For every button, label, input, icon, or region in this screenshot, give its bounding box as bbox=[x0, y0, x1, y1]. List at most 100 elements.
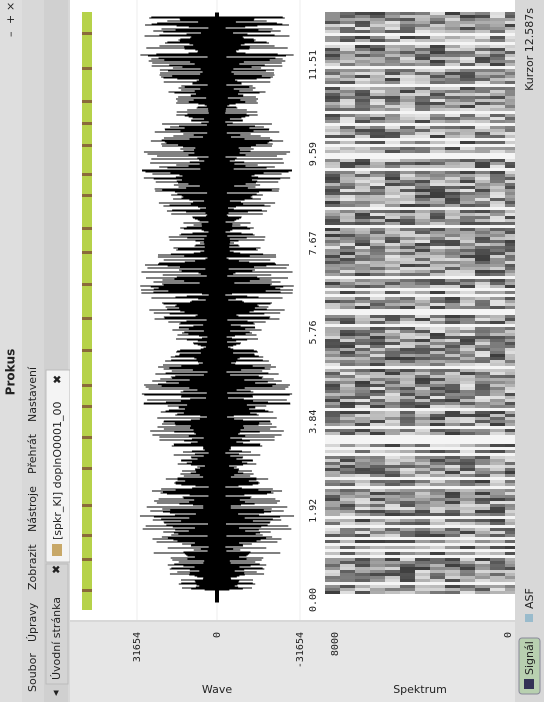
spectrogram-cell bbox=[355, 321, 370, 324]
menu-item[interactable]: Soubor bbox=[26, 653, 39, 692]
spectrogram-cell bbox=[475, 186, 490, 189]
close[interactable]: × bbox=[4, 2, 17, 11]
spectrogram-cell bbox=[325, 210, 340, 213]
spectrogram-cell bbox=[355, 228, 370, 231]
strip-marker bbox=[82, 405, 92, 408]
spectrogram-cell bbox=[355, 414, 370, 417]
spectrogram-cell bbox=[340, 585, 355, 588]
spectrogram-cell bbox=[400, 534, 415, 537]
tab[interactable] bbox=[45, 563, 69, 685]
spectrogram-cell bbox=[490, 168, 505, 171]
spectrogram-cell bbox=[490, 426, 505, 429]
spectrogram-cell bbox=[400, 183, 415, 186]
spectrogram-cell bbox=[415, 549, 430, 552]
spectrogram-cell bbox=[460, 378, 475, 381]
spectrogram-cell bbox=[445, 261, 460, 264]
tab-close[interactable]: ✖ bbox=[51, 375, 64, 384]
spectrogram-cell bbox=[475, 570, 490, 573]
spectrogram-cell bbox=[325, 57, 340, 60]
spectrogram-cell bbox=[355, 279, 370, 282]
spectrogram-cell bbox=[430, 171, 445, 174]
spectrogram-cell bbox=[325, 279, 340, 282]
spectrogram-cell bbox=[340, 588, 355, 591]
menu-item[interactable]: Přehrát bbox=[26, 433, 39, 474]
tab-label[interactable]: Úvodní stránka bbox=[50, 597, 63, 680]
spectrogram-cell bbox=[325, 435, 340, 438]
spectrogram-cell bbox=[340, 237, 355, 240]
menu-item[interactable]: Zobrazit bbox=[26, 544, 39, 590]
spectrogram-cell bbox=[460, 303, 475, 306]
spectrogram-cell bbox=[340, 111, 355, 114]
spectrogram-cell bbox=[415, 186, 430, 189]
spectrogram-cell bbox=[400, 348, 415, 351]
spectrogram-cell bbox=[325, 546, 340, 549]
spectrogram-cell bbox=[325, 48, 340, 51]
menu-item[interactable]: Nástroje bbox=[26, 486, 39, 532]
spectrogram-cell bbox=[445, 333, 460, 336]
spectrogram-cell bbox=[460, 300, 475, 303]
spectrogram-cell bbox=[340, 297, 355, 300]
spectrogram-cell bbox=[370, 315, 385, 318]
signal-label[interactable]: Signál bbox=[523, 641, 536, 675]
spectrogram-cell bbox=[415, 375, 430, 378]
spectrogram-cell bbox=[430, 585, 445, 588]
spectrogram-cell bbox=[490, 72, 505, 75]
spectrogram-cell bbox=[340, 450, 355, 453]
spectrogram-cell bbox=[475, 354, 490, 357]
spectrogram-cell bbox=[445, 216, 460, 219]
menu-item[interactable]: Nastavení bbox=[26, 366, 39, 422]
spectrogram-cell bbox=[460, 189, 475, 192]
spectrogram-cell bbox=[370, 93, 385, 96]
minimize[interactable]: – bbox=[4, 32, 17, 38]
spectrogram-cell bbox=[430, 555, 445, 558]
spectrogram-cell bbox=[445, 36, 460, 39]
spectrogram-cell bbox=[460, 153, 475, 156]
spectrogram-cell bbox=[385, 396, 400, 399]
spectrogram-cell bbox=[355, 48, 370, 51]
spectrogram-cell bbox=[460, 528, 475, 531]
spectrogram-cell bbox=[340, 477, 355, 480]
asf-label[interactable]: ASF bbox=[523, 588, 536, 609]
tab-scroll[interactable]: ◂ bbox=[49, 690, 62, 696]
spectrogram-cell bbox=[370, 345, 385, 348]
spectrogram-cell bbox=[355, 342, 370, 345]
menu-item[interactable]: Úpravy bbox=[26, 602, 39, 642]
spectrogram-cell bbox=[400, 384, 415, 387]
spectrogram-cell bbox=[460, 234, 475, 237]
spectrogram-cell bbox=[400, 387, 415, 390]
spectrogram-cell bbox=[370, 30, 385, 33]
spectrogram-cell bbox=[415, 15, 430, 18]
spectrogram-cell bbox=[355, 426, 370, 429]
spectrogram-cell bbox=[370, 390, 385, 393]
spectrogram-cell bbox=[475, 126, 490, 129]
spectrogram-cell bbox=[340, 102, 355, 105]
spectrogram-cell bbox=[475, 222, 490, 225]
tab-label[interactable]: [spkr_KI] doplnO0001_00 bbox=[51, 401, 64, 540]
spectrogram-cell bbox=[430, 231, 445, 234]
spectrogram-cell bbox=[475, 447, 490, 450]
spectrogram-cell bbox=[370, 15, 385, 18]
spectrogram-cell bbox=[355, 465, 370, 468]
spectrogram-cell bbox=[370, 459, 385, 462]
spectrogram-cell bbox=[445, 63, 460, 66]
spectrogram-cell bbox=[370, 192, 385, 195]
spectrogram-cell bbox=[445, 252, 460, 255]
spectrogram-cell bbox=[445, 57, 460, 60]
spectrogram-cell bbox=[340, 570, 355, 573]
spectrogram-cell bbox=[430, 360, 445, 363]
spectrogram-cell bbox=[325, 93, 340, 96]
spectrogram-cell bbox=[340, 552, 355, 555]
tab-close[interactable]: ✖ bbox=[50, 565, 63, 574]
spectrogram-cell bbox=[385, 51, 400, 54]
maximize[interactable]: + bbox=[4, 15, 17, 24]
spectrogram-cell bbox=[460, 291, 475, 294]
spectrogram-cell bbox=[355, 234, 370, 237]
spectrogram-cell bbox=[415, 390, 430, 393]
spectrogram-cell bbox=[400, 333, 415, 336]
spectrogram-cell bbox=[370, 300, 385, 303]
spectrogram-cell bbox=[445, 471, 460, 474]
spectrogram-cell bbox=[460, 420, 475, 423]
spectrogram-cell bbox=[400, 408, 415, 411]
spectrogram-cell bbox=[340, 324, 355, 327]
spectrogram-cell bbox=[460, 585, 475, 588]
